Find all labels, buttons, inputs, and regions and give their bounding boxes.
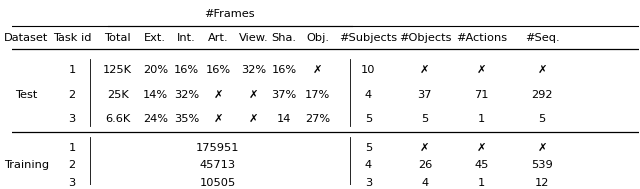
Text: 125K: 125K <box>103 65 132 75</box>
Text: 16%: 16% <box>271 65 296 75</box>
Text: 1: 1 <box>477 178 485 188</box>
Text: #Actions: #Actions <box>456 33 507 43</box>
Text: 45713: 45713 <box>200 160 236 170</box>
Text: Task id: Task id <box>52 33 91 43</box>
Text: 539: 539 <box>531 160 553 170</box>
Text: 6.6K: 6.6K <box>105 114 131 124</box>
Text: 1: 1 <box>477 114 485 124</box>
Text: Art.: Art. <box>207 33 228 43</box>
Text: #Frames: #Frames <box>205 9 255 19</box>
Text: ✗: ✗ <box>420 143 429 153</box>
Text: 24%: 24% <box>143 114 168 124</box>
Text: Sha.: Sha. <box>271 33 296 43</box>
Text: Test: Test <box>15 90 37 100</box>
Text: 12: 12 <box>535 178 549 188</box>
Text: ✗: ✗ <box>477 143 486 153</box>
Text: 37: 37 <box>418 90 432 100</box>
Text: 5: 5 <box>365 114 372 124</box>
Text: 71: 71 <box>474 90 488 100</box>
Text: View.: View. <box>239 33 269 43</box>
Text: 14: 14 <box>276 114 291 124</box>
Text: 32%: 32% <box>174 90 199 100</box>
Text: 4: 4 <box>421 178 428 188</box>
Text: 5: 5 <box>365 143 372 153</box>
Text: 10: 10 <box>361 65 376 75</box>
Text: ✗: ✗ <box>538 143 547 153</box>
Text: Total: Total <box>104 33 131 43</box>
Text: ✗: ✗ <box>477 65 486 75</box>
Text: 175951: 175951 <box>196 143 239 153</box>
Text: 16%: 16% <box>174 65 199 75</box>
Text: 4: 4 <box>365 90 372 100</box>
Text: ✗: ✗ <box>213 114 223 124</box>
Text: ✗: ✗ <box>213 90 223 100</box>
Text: #Subjects: #Subjects <box>339 33 397 43</box>
Text: ✗: ✗ <box>538 65 547 75</box>
Text: Int.: Int. <box>177 33 196 43</box>
Text: 3: 3 <box>365 178 372 188</box>
Text: #Objects: #Objects <box>399 33 451 43</box>
Text: 45: 45 <box>474 160 488 170</box>
Text: 3: 3 <box>68 114 76 124</box>
Text: 17%: 17% <box>305 90 330 100</box>
Text: 292: 292 <box>531 90 553 100</box>
Text: #Seq.: #Seq. <box>525 33 559 43</box>
Text: 5: 5 <box>421 114 429 124</box>
Text: ✗: ✗ <box>249 114 259 124</box>
Text: Obj.: Obj. <box>306 33 329 43</box>
Text: ✗: ✗ <box>420 65 429 75</box>
Text: 5: 5 <box>538 114 546 124</box>
Text: ✗: ✗ <box>313 65 323 75</box>
Text: 32%: 32% <box>241 65 266 75</box>
Text: 16%: 16% <box>205 65 230 75</box>
Text: 2: 2 <box>68 90 76 100</box>
Text: Ext.: Ext. <box>144 33 166 43</box>
Text: 20%: 20% <box>143 65 168 75</box>
Text: ✗: ✗ <box>249 90 259 100</box>
Text: 37%: 37% <box>271 90 296 100</box>
Text: 35%: 35% <box>174 114 199 124</box>
Text: 3: 3 <box>68 178 76 188</box>
Text: Dataset: Dataset <box>4 33 49 43</box>
Text: 4: 4 <box>365 160 372 170</box>
Text: Training: Training <box>4 160 49 170</box>
Text: 2: 2 <box>68 160 76 170</box>
Text: 25K: 25K <box>107 90 129 100</box>
Text: 1: 1 <box>68 65 76 75</box>
Text: 26: 26 <box>418 160 432 170</box>
Text: 10505: 10505 <box>200 178 236 188</box>
Text: 14%: 14% <box>143 90 168 100</box>
Text: 27%: 27% <box>305 114 330 124</box>
Text: 1: 1 <box>68 143 76 153</box>
